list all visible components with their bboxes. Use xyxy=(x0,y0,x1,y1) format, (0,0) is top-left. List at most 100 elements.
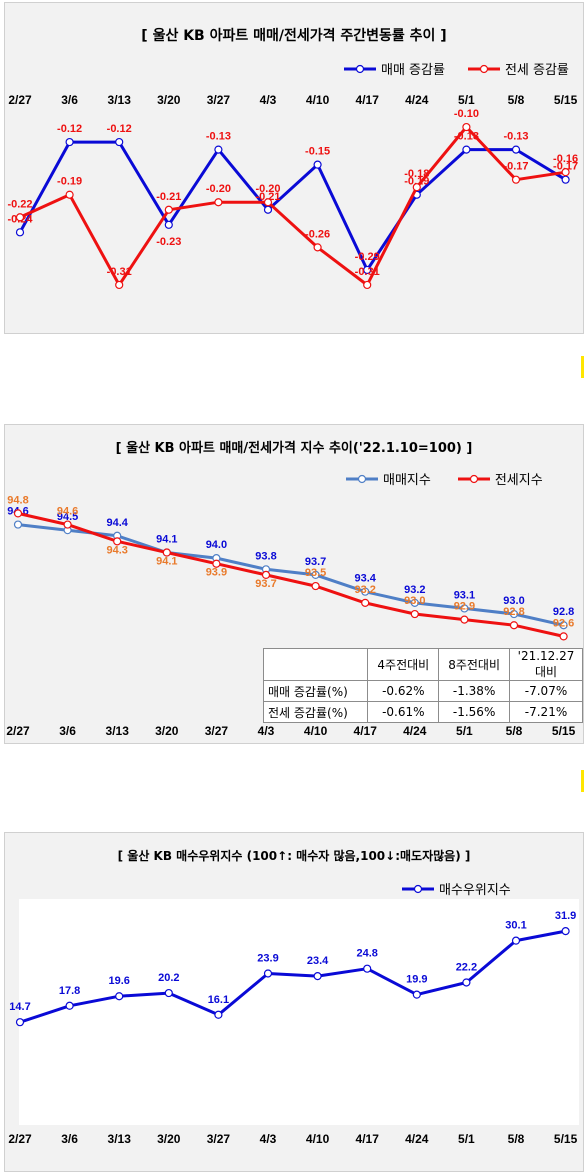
data-label: 93.1 xyxy=(454,589,475,601)
table-cell: -1.56% xyxy=(438,701,511,723)
data-label: 93.0 xyxy=(404,595,425,607)
data-label: 94.6 xyxy=(57,506,78,518)
legend-label-sale-index: 매매지수 xyxy=(383,473,431,488)
data-label: -0.23 xyxy=(156,236,181,248)
x-tick-label: 3/20 xyxy=(155,724,179,738)
x-tick-label: 4/10 xyxy=(306,1132,330,1146)
x-tick-label: 3/6 xyxy=(61,1132,78,1146)
data-point xyxy=(113,537,122,546)
data-label: 94.0 xyxy=(206,539,227,551)
data-point xyxy=(509,621,519,630)
legend-label-jeonse: 전세 증감률 xyxy=(504,63,569,78)
x-tick-label: 3/6 xyxy=(61,93,78,107)
data-point xyxy=(263,969,273,978)
data-label: -0.31 xyxy=(107,266,132,278)
data-point xyxy=(561,168,570,177)
table-row: 매매 증감률(%) -0.62% -1.38% -7.07% xyxy=(262,680,583,702)
data-label: 19.9 xyxy=(406,974,427,986)
data-label: -0.17 xyxy=(503,161,528,173)
x-tick-label: 4/24 xyxy=(405,1132,429,1146)
data-point xyxy=(511,175,521,184)
table-header-row: 4주전대비 8주전대비 '21.12.27대비 xyxy=(262,648,583,681)
data-point xyxy=(164,988,173,998)
data-point xyxy=(460,604,469,613)
legend-label-buyer: 매수우위지수 xyxy=(439,883,511,898)
x-tick-label: 5/1 xyxy=(458,1132,475,1146)
x-tick-label: 3/13 xyxy=(108,93,132,107)
x-tick-label: 3/20 xyxy=(157,1132,181,1146)
decorative-mark xyxy=(581,356,584,378)
x-tick-label: 4/10 xyxy=(304,724,328,738)
data-label: 14.7 xyxy=(9,1001,30,1013)
series-line xyxy=(19,125,566,287)
data-label: -0.21 xyxy=(156,191,181,203)
table-cell: -0.62% xyxy=(367,680,440,702)
data-point xyxy=(363,280,372,290)
x-tick-label: 5/8 xyxy=(508,93,525,107)
x-tick-label: 3/6 xyxy=(59,724,76,738)
data-label: -0.21 xyxy=(255,191,280,203)
chart-title: [ 울산 KB 매수우위지수 (100↑: 매수자 많음,100↓:매도자많음)… xyxy=(117,849,471,863)
data-label: 94.8 xyxy=(7,494,28,506)
legend-swatch-sale-index xyxy=(346,474,378,483)
data-label: -0.19 xyxy=(57,176,82,188)
table-header-cell: 8주전대비 xyxy=(438,648,511,681)
table-cell: -1.38% xyxy=(438,680,511,702)
table-row-header: 전세 증감률(%) xyxy=(262,701,369,723)
data-label: 20.2 xyxy=(158,972,179,984)
x-tick-label: 5/8 xyxy=(508,1132,525,1146)
data-point xyxy=(311,581,320,591)
data-label: 93.4 xyxy=(354,573,376,585)
data-label: 31.9 xyxy=(555,910,576,922)
data-label: -0.12 xyxy=(107,123,132,135)
x-tick-label: 4/24 xyxy=(403,724,427,738)
data-label: 94.4 xyxy=(106,517,128,529)
data-point xyxy=(313,160,322,169)
data-point xyxy=(410,598,419,607)
table-cell: -7.21% xyxy=(509,701,583,723)
table-header-cell: '21.12.27대비 xyxy=(509,648,583,681)
data-point xyxy=(164,220,173,229)
data-point xyxy=(115,992,124,1001)
data-point xyxy=(115,280,124,290)
data-point xyxy=(15,1018,25,1027)
x-tick-label: 4/24 xyxy=(405,93,429,107)
data-point xyxy=(313,243,322,252)
x-tick-label: 3/13 xyxy=(106,724,130,738)
data-label: 92.8 xyxy=(553,606,574,618)
data-label: 19.6 xyxy=(108,975,129,987)
legend-swatch-sale xyxy=(344,64,376,73)
x-tick-label: 2/27 xyxy=(6,724,30,738)
data-point xyxy=(361,598,370,607)
data-point xyxy=(460,615,469,624)
data-point xyxy=(412,183,421,192)
x-tick-label: 3/27 xyxy=(207,93,231,107)
data-label: 24.8 xyxy=(356,948,377,960)
data-point xyxy=(263,205,273,214)
data-label: 93.5 xyxy=(305,567,326,579)
chart-title: [ 울산 KB 아파트 매매/전세가격 주간변동률 추이 ] xyxy=(141,28,447,44)
data-label: 92.6 xyxy=(553,617,574,629)
x-tick-label: 4/3 xyxy=(260,1132,277,1146)
data-label: -0.13 xyxy=(206,131,231,143)
data-label: -0.15 xyxy=(305,146,330,158)
legend-swatch-buyer xyxy=(402,884,434,893)
x-tick-label: 5/8 xyxy=(506,724,523,738)
data-label: -0.12 xyxy=(57,123,82,135)
series-line xyxy=(18,140,567,272)
chart-title: [ 울산 KB 아파트 매매/전세가격 지수 추이('22.1.10=100) … xyxy=(115,441,473,456)
data-point xyxy=(559,632,568,641)
x-tick-label: 4/17 xyxy=(356,1132,380,1146)
data-point xyxy=(212,559,221,568)
data-point xyxy=(361,587,370,596)
x-tick-label: 2/27 xyxy=(8,93,32,107)
data-point xyxy=(65,1001,74,1010)
table-header-cell xyxy=(262,648,369,681)
data-label: -0.26 xyxy=(305,228,330,240)
x-tick-label: 3/27 xyxy=(205,724,229,738)
data-point xyxy=(164,205,173,214)
data-point xyxy=(511,145,521,154)
data-point xyxy=(509,609,519,619)
data-label: 94.5 xyxy=(57,511,78,523)
